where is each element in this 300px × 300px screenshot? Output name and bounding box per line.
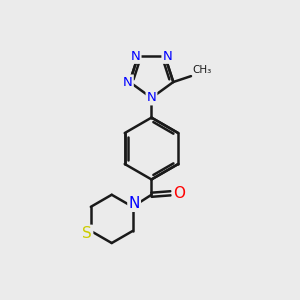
Text: N: N — [163, 50, 172, 63]
Text: N: N — [123, 76, 133, 88]
Text: CH₃: CH₃ — [193, 65, 212, 75]
Text: O: O — [173, 186, 185, 201]
Text: N: N — [128, 196, 140, 211]
Text: S: S — [82, 226, 92, 241]
Text: N: N — [147, 92, 156, 104]
Text: N: N — [131, 50, 140, 63]
